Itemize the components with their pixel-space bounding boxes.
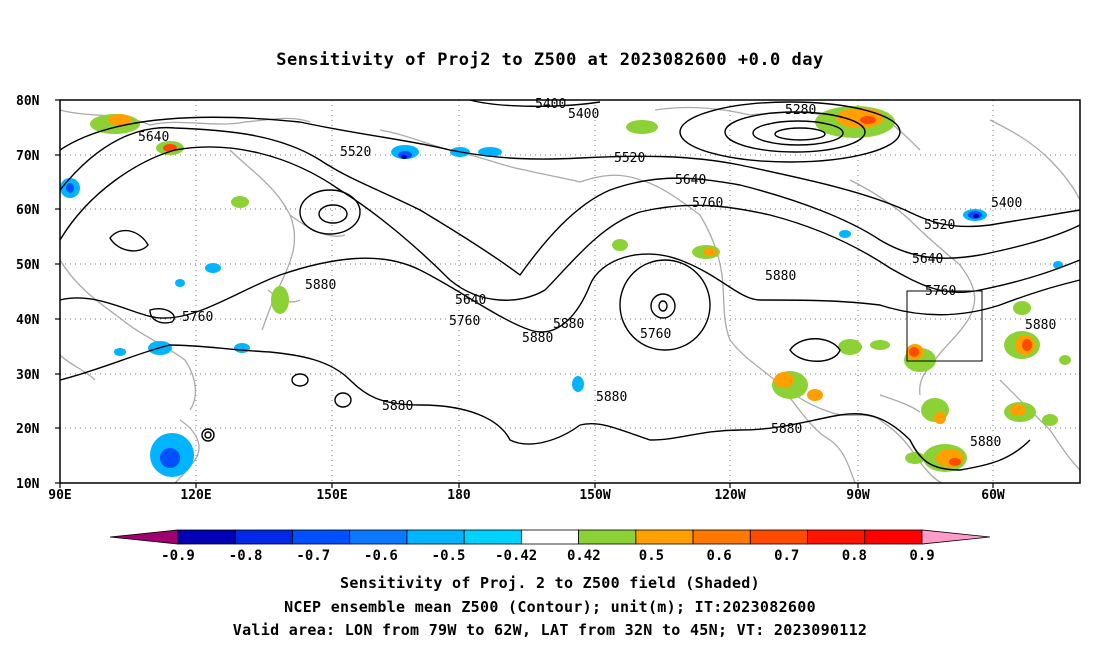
lon-label: 120E [180,488,211,503]
colorbar-box [292,529,351,545]
lon-label: 90E [48,488,71,503]
colorbar-box [864,529,923,545]
colorbar-tick-label: 0.9 [909,548,934,564]
colorbar-right-arrow [921,529,991,545]
caption-line-2: NCEP ensemble mean Z500 (Contour); unit(… [284,598,816,616]
colorbar-tick-label: 0.7 [774,548,799,564]
contour-label: 5640 [912,252,943,267]
colorbar-tick-label: -0.7 [296,548,330,564]
contour-label: 5880 [382,399,413,414]
contour-label: 5760 [692,196,723,211]
longitude-labels: 90E 120E 150E 180 150W 120W 90W 60W [48,488,1005,503]
lat-label: 30N [16,368,40,383]
contour-label: 5640 [455,293,486,308]
colorbar-tick-label: -0.5 [432,548,466,564]
contour-label: 5880 [305,278,336,293]
colorbar-tick-label: -0.42 [495,548,537,564]
colorbar-box [406,529,465,545]
contour-label: 5640 [675,173,706,188]
lat-label: 20N [16,422,40,437]
map-title: Sensitivity of Proj2 to Z500 at 20230826… [276,50,824,70]
contour-label: 5880 [765,269,796,284]
colorbar-box [463,529,522,545]
colorbar-left-arrow [109,529,179,545]
lon-label: 150W [579,488,610,503]
contour-label: 5880 [1025,318,1056,333]
colorbar-box [578,529,637,545]
contour-labels: 5400 5400 5280 5640 5520 5520 5640 5760 … [138,97,1056,450]
lat-label: 70N [16,149,40,164]
plot-frame [59,99,1081,484]
colorbar-box [234,529,293,545]
contour-label: 5400 [991,196,1022,211]
contour-label: 5880 [771,422,802,437]
colorbar-tick-label: -0.6 [364,548,398,564]
contour-label: 5520 [614,151,645,166]
colorbar-box [635,529,694,545]
contour-label: 5880 [596,390,627,405]
contour-label: 5880 [553,317,584,332]
contour-label: 5520 [340,145,371,160]
caption-line-1: Sensitivity of Proj. 2 to Z500 field (Sh… [340,574,760,592]
grid-lines [60,100,1080,483]
colorbar-tick-label: -0.8 [229,548,263,564]
coastlines [59,106,1081,484]
lat-label: 80N [16,94,40,109]
colorbar-box [177,529,236,545]
validation-area-box [906,290,983,362]
contour-label: 5400 [568,107,599,122]
lon-label: 180 [447,488,471,503]
z500-contours [59,99,1081,471]
contour-label: 5880 [522,331,553,346]
lon-label: 90W [846,488,870,503]
contour-label: 5760 [925,284,956,299]
lat-label: 40N [16,313,40,328]
lat-label: 50N [16,258,40,273]
colorbar-tick-label: 0.5 [639,548,664,564]
colorbar-box [692,529,751,545]
lon-label: 150E [316,488,347,503]
contour-label: 5760 [449,314,480,329]
contour-label: 5520 [924,218,955,233]
lat-label: 60N [16,203,40,218]
colorbar-box [520,529,580,545]
lon-label: 120W [714,488,745,503]
latitude-labels: 80N 70N 60N 50N 40N 30N 20N 10N [16,94,40,492]
contour-label: 5640 [138,130,169,145]
colorbar-tick-label: -0.9 [161,548,195,564]
colorbar-box [749,529,808,545]
contour-label: 5760 [182,310,213,325]
colorbar-labels: -0.9 -0.8 -0.7 -0.6 -0.5 -0.42 0.42 0.5 0.6 0.7 0.… [161,548,935,564]
colorbar-box [807,529,866,545]
lat-label: 10N [16,477,40,492]
axis-ticks [55,99,994,488]
contour-label: 5880 [970,435,1001,450]
colorbar-tick-label: 0.6 [706,548,731,564]
colorbar-tick-label: 0.42 [567,548,601,564]
contour-label: 5280 [785,103,816,118]
colorbar-tick-label: 0.8 [842,548,867,564]
colorbar [109,529,991,545]
contour-label: 5760 [640,327,671,342]
colorbar-box [349,529,408,545]
lon-label: 60W [981,488,1005,503]
caption-line-3: Valid area: LON from 79W to 62W, LAT fro… [232,621,868,639]
